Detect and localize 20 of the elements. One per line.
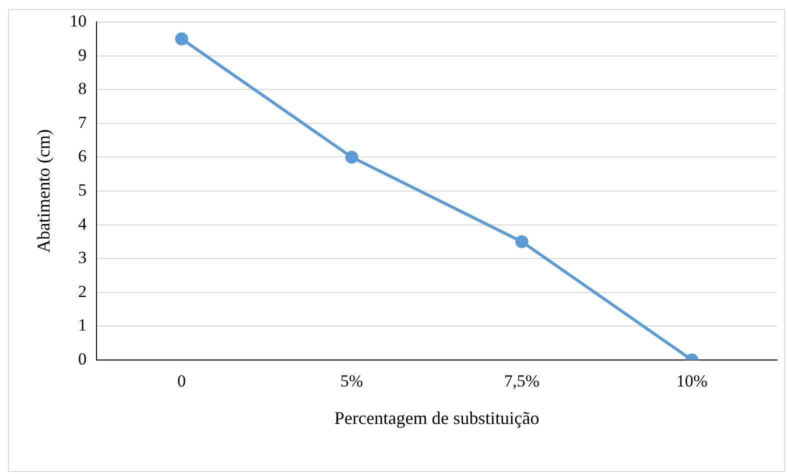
x-axis-title: Percentagem de substituição bbox=[334, 408, 540, 428]
point bbox=[175, 32, 188, 46]
y-tick-label: 2 bbox=[78, 282, 87, 301]
y-tick-label: 9 bbox=[78, 45, 87, 64]
y-tick-label: 5 bbox=[78, 180, 87, 200]
y-tick-label: 7 bbox=[78, 112, 88, 132]
y-tick-label: 4 bbox=[78, 214, 88, 234]
point bbox=[345, 150, 358, 164]
y-tick-label: 0 bbox=[78, 349, 87, 368]
x-tick-label: 0 bbox=[177, 372, 186, 391]
x-tick-label: 10% bbox=[676, 372, 708, 391]
y-tick-label: 10 bbox=[70, 11, 87, 30]
x-tick-label: 5% bbox=[340, 372, 364, 391]
y-tick-label: 8 bbox=[78, 79, 87, 98]
point bbox=[515, 235, 528, 248]
y-tick-label: 1 bbox=[78, 316, 87, 335]
y-axis-title: Abatimento (cm) bbox=[34, 129, 54, 253]
y-tick-label: 6 bbox=[78, 146, 87, 166]
y-tick-label: 3 bbox=[78, 248, 87, 268]
x-tick-label: 7,5% bbox=[504, 372, 540, 391]
